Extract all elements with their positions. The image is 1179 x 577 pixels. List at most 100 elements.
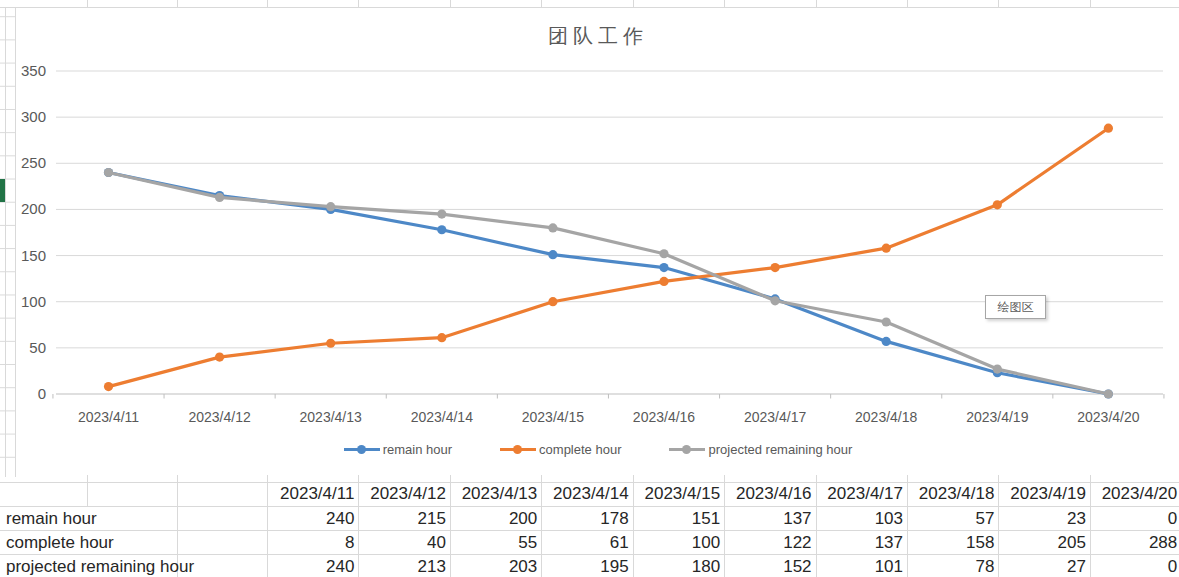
data-point[interactable] bbox=[326, 339, 335, 348]
data-point[interactable] bbox=[659, 263, 668, 272]
chart-legend[interactable]: remain hour complete hour projected remain… bbox=[16, 442, 1179, 457]
table-cell[interactable]: 288 bbox=[1090, 532, 1177, 554]
table-v-gridline bbox=[541, 475, 542, 482]
table-cell[interactable]: 100 bbox=[633, 532, 720, 554]
table-cell[interactable]: 137 bbox=[724, 508, 811, 530]
series-line[interactable] bbox=[109, 173, 1109, 394]
table-cell[interactable]: 122 bbox=[724, 532, 811, 554]
table-cell[interactable]: 23 bbox=[998, 508, 1085, 530]
data-point[interactable] bbox=[771, 263, 780, 272]
data-point[interactable] bbox=[882, 244, 891, 253]
data-point[interactable] bbox=[993, 200, 1002, 209]
data-point[interactable] bbox=[437, 209, 446, 218]
table-cell[interactable]: 213 bbox=[358, 556, 445, 577]
table-cell[interactable]: 215 bbox=[358, 508, 445, 530]
data-point[interactable] bbox=[548, 223, 557, 232]
data-point[interactable] bbox=[1104, 389, 1113, 398]
legend-marker bbox=[344, 448, 380, 451]
y-axis-label: 350 bbox=[16, 62, 46, 80]
y-axis-label: 200 bbox=[16, 200, 46, 218]
table-cell[interactable]: 240 bbox=[267, 556, 354, 577]
data-point[interactable] bbox=[548, 297, 557, 306]
table-cell[interactable]: 0 bbox=[1090, 508, 1177, 530]
data-point[interactable] bbox=[882, 317, 891, 326]
x-axis-label: 2023/4/20 bbox=[1058, 409, 1158, 425]
y-axis-label: 300 bbox=[16, 108, 46, 126]
grid-column-tick bbox=[633, 0, 634, 8]
grid-column-border bbox=[5, 8, 6, 477]
table-cell[interactable]: 40 bbox=[358, 532, 445, 554]
grid-column-tick bbox=[1090, 0, 1091, 8]
data-point[interactable] bbox=[326, 202, 335, 211]
data-point[interactable] bbox=[1104, 124, 1113, 133]
table-row-label[interactable]: complete hour bbox=[6, 532, 114, 554]
table-v-gridline bbox=[358, 475, 359, 482]
x-axis-label: 2023/4/17 bbox=[725, 409, 825, 425]
table-cell[interactable]: 151 bbox=[633, 508, 720, 530]
table-cell[interactable]: 178 bbox=[541, 508, 628, 530]
legend-label: complete hour bbox=[539, 442, 621, 457]
grid-column-tick bbox=[724, 0, 725, 8]
legend-item[interactable]: remain hour bbox=[344, 442, 452, 457]
table-v-gridline bbox=[998, 475, 999, 482]
table-cell[interactable]: 205 bbox=[998, 532, 1085, 554]
data-point[interactable] bbox=[437, 225, 446, 234]
table-cell[interactable]: 57 bbox=[907, 508, 994, 530]
table-cell[interactable]: 158 bbox=[907, 532, 994, 554]
x-axis-label: 2023/4/11 bbox=[59, 409, 159, 425]
table-col-header[interactable]: 2023/4/15 bbox=[633, 484, 720, 504]
table-cell[interactable]: 61 bbox=[541, 532, 628, 554]
data-point[interactable] bbox=[215, 193, 224, 202]
table-cell[interactable]: 137 bbox=[816, 532, 903, 554]
table-col-header[interactable]: 2023/4/17 bbox=[816, 484, 903, 504]
table-col-header[interactable]: 2023/4/16 bbox=[724, 484, 811, 504]
data-point[interactable] bbox=[104, 382, 113, 391]
grid-column-tick bbox=[87, 0, 88, 8]
legend-label: projected remaining hour bbox=[708, 442, 852, 457]
table-cell[interactable]: 200 bbox=[450, 508, 537, 530]
table-cell[interactable]: 55 bbox=[450, 532, 537, 554]
spreadsheet-chart[interactable]: 团队工作 050100150200250300350 2023/4/112023… bbox=[15, 8, 1179, 477]
data-point[interactable] bbox=[659, 249, 668, 258]
table-col-header[interactable]: 2023/4/19 bbox=[998, 484, 1085, 504]
table-cell[interactable]: 240 bbox=[267, 508, 354, 530]
x-axis-label: 2023/4/13 bbox=[281, 409, 381, 425]
table-cell[interactable]: 152 bbox=[724, 556, 811, 577]
table-cell[interactable]: 203 bbox=[450, 556, 537, 577]
table-col-header[interactable]: 2023/4/18 bbox=[907, 484, 994, 504]
table-v-gridline bbox=[1090, 475, 1091, 482]
data-point[interactable] bbox=[548, 250, 557, 259]
data-point[interactable] bbox=[437, 333, 446, 342]
table-row-label[interactable]: remain hour bbox=[6, 508, 97, 530]
data-point[interactable] bbox=[993, 364, 1002, 373]
table-cell[interactable]: 8 bbox=[267, 532, 354, 554]
chart-plot-svg bbox=[16, 8, 1179, 477]
data-point[interactable] bbox=[215, 352, 224, 361]
data-point[interactable] bbox=[659, 277, 668, 286]
table-cell[interactable]: 27 bbox=[998, 556, 1085, 577]
table-col-header[interactable]: 2023/4/13 bbox=[450, 484, 537, 504]
legend-marker bbox=[669, 448, 705, 451]
x-axis-label: 2023/4/15 bbox=[503, 409, 603, 425]
table-cell[interactable]: 180 bbox=[633, 556, 720, 577]
table-row-label[interactable]: projected remaining hour bbox=[6, 556, 194, 577]
y-axis-label: 100 bbox=[16, 293, 46, 311]
table-cell[interactable]: 103 bbox=[816, 508, 903, 530]
table-cell[interactable]: 101 bbox=[816, 556, 903, 577]
row-header-strip bbox=[0, 8, 15, 477]
table-col-header[interactable]: 2023/4/11 bbox=[267, 484, 354, 504]
table-col-header[interactable]: 2023/4/12 bbox=[358, 484, 445, 504]
data-point[interactable] bbox=[771, 296, 780, 305]
legend-item[interactable]: projected remaining hour bbox=[669, 442, 852, 457]
x-axis-label: 2023/4/19 bbox=[947, 409, 1047, 425]
table-col-header[interactable]: 2023/4/14 bbox=[541, 484, 628, 504]
data-point[interactable] bbox=[104, 168, 113, 177]
legend-item[interactable]: complete hour bbox=[500, 442, 621, 457]
x-axis-label: 2023/4/14 bbox=[392, 409, 492, 425]
table-cell[interactable]: 78 bbox=[907, 556, 994, 577]
data-point[interactable] bbox=[882, 337, 891, 346]
table-cell[interactable]: 195 bbox=[541, 556, 628, 577]
table-v-gridline bbox=[177, 475, 178, 482]
table-col-header[interactable]: 2023/4/20 bbox=[1090, 484, 1177, 504]
table-cell[interactable]: 0 bbox=[1090, 556, 1177, 577]
